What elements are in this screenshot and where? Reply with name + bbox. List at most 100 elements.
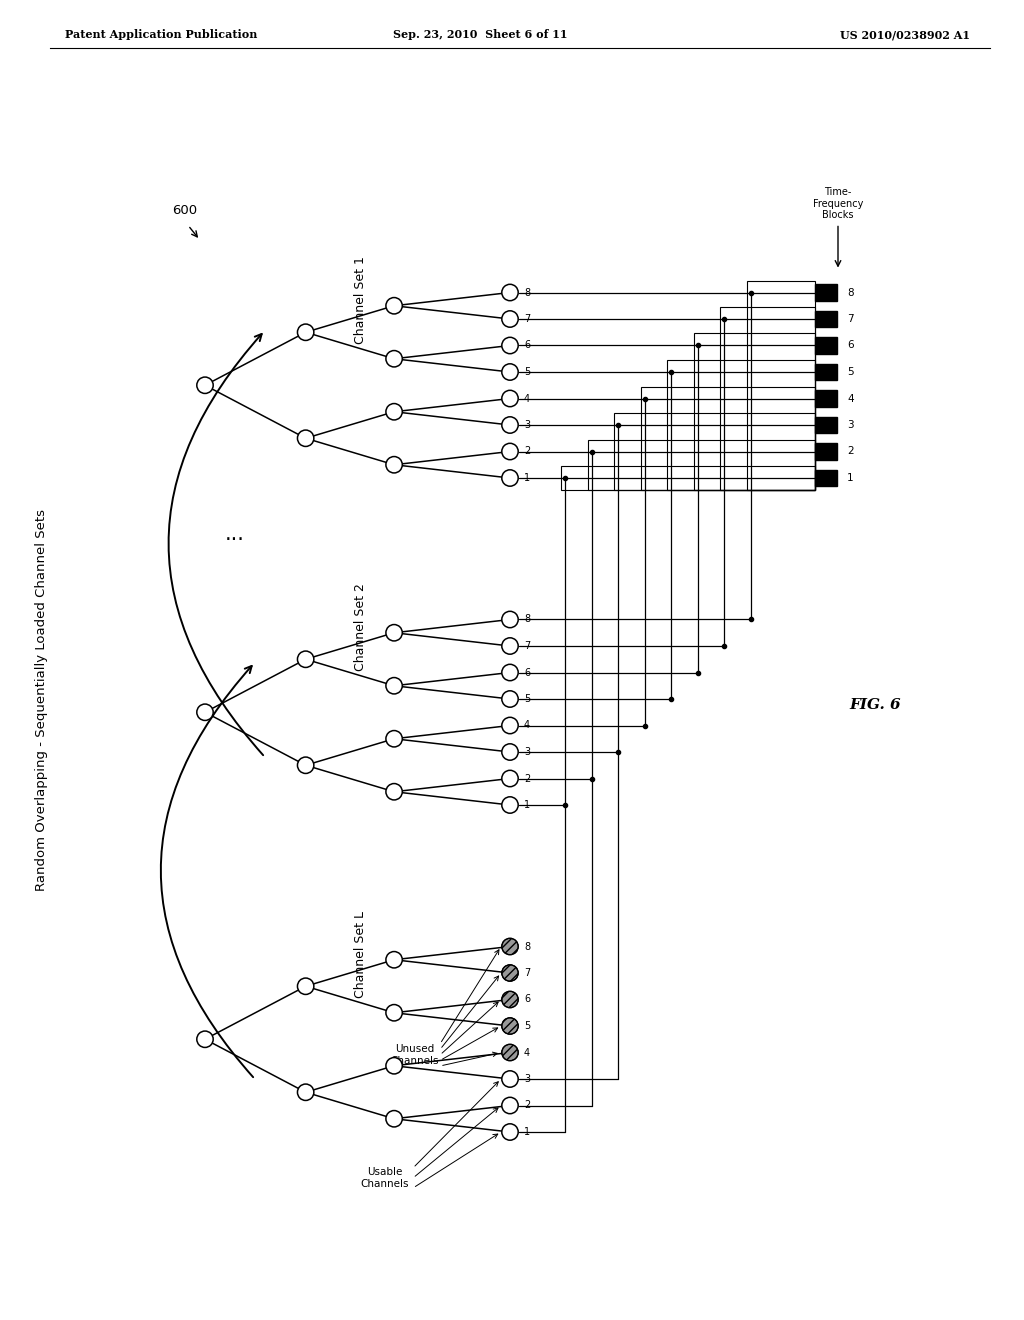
Text: 6: 6 xyxy=(524,341,530,351)
Circle shape xyxy=(502,1097,518,1114)
Circle shape xyxy=(502,771,518,787)
Text: 6: 6 xyxy=(524,994,530,1005)
Circle shape xyxy=(386,457,402,473)
Circle shape xyxy=(386,730,402,747)
Circle shape xyxy=(502,284,518,301)
Text: 2: 2 xyxy=(847,446,854,457)
Circle shape xyxy=(502,470,518,486)
Circle shape xyxy=(502,638,518,655)
Circle shape xyxy=(502,1044,518,1061)
Circle shape xyxy=(386,784,402,800)
Circle shape xyxy=(502,391,518,407)
Circle shape xyxy=(502,1018,518,1034)
Circle shape xyxy=(386,1057,402,1074)
Text: Time-
Frequency
Blocks: Time- Frequency Blocks xyxy=(813,187,863,220)
Bar xyxy=(720,308,815,490)
Bar xyxy=(614,413,815,490)
Circle shape xyxy=(502,364,518,380)
Text: 6: 6 xyxy=(847,341,854,351)
Circle shape xyxy=(502,939,518,954)
Circle shape xyxy=(386,952,402,968)
Text: 5: 5 xyxy=(524,694,530,704)
Circle shape xyxy=(197,704,213,721)
Text: 1: 1 xyxy=(524,1127,530,1137)
Circle shape xyxy=(502,611,518,628)
Text: FIG. 6: FIG. 6 xyxy=(849,698,901,711)
Circle shape xyxy=(197,1031,213,1048)
Text: 7: 7 xyxy=(524,314,530,323)
Bar xyxy=(746,281,815,490)
Bar xyxy=(815,364,837,380)
Circle shape xyxy=(502,797,518,813)
Circle shape xyxy=(386,351,402,367)
Text: 8: 8 xyxy=(524,615,530,624)
Circle shape xyxy=(386,1005,402,1020)
Text: 8: 8 xyxy=(847,288,854,297)
Circle shape xyxy=(297,758,313,774)
Text: 3: 3 xyxy=(524,1074,530,1084)
Bar xyxy=(588,440,815,490)
Text: 2: 2 xyxy=(524,1101,530,1110)
Text: Sep. 23, 2010  Sheet 6 of 11: Sep. 23, 2010 Sheet 6 of 11 xyxy=(393,29,567,41)
Text: Usable
Channels: Usable Channels xyxy=(360,1167,410,1189)
Text: 1: 1 xyxy=(847,473,854,483)
Bar xyxy=(815,444,837,459)
Circle shape xyxy=(502,991,518,1007)
Text: US 2010/0238902 A1: US 2010/0238902 A1 xyxy=(840,29,970,41)
Circle shape xyxy=(297,978,313,994)
Bar xyxy=(815,337,837,354)
Text: 7: 7 xyxy=(524,642,530,651)
Text: Unused
Channels: Unused Channels xyxy=(391,1044,439,1065)
Bar xyxy=(815,470,837,486)
Text: 7: 7 xyxy=(524,968,530,978)
Circle shape xyxy=(386,404,402,420)
Bar xyxy=(667,360,815,490)
Text: ...: ... xyxy=(225,524,245,544)
Text: 2: 2 xyxy=(524,446,530,457)
Circle shape xyxy=(386,677,402,694)
Bar xyxy=(815,391,837,407)
Text: 8: 8 xyxy=(524,941,530,952)
Bar xyxy=(815,310,837,327)
Text: 8: 8 xyxy=(524,288,530,297)
Text: 5: 5 xyxy=(524,1020,530,1031)
Circle shape xyxy=(502,965,518,981)
Text: 4: 4 xyxy=(524,393,530,404)
Text: 6: 6 xyxy=(524,668,530,677)
Circle shape xyxy=(502,417,518,433)
Circle shape xyxy=(197,378,213,393)
Circle shape xyxy=(502,310,518,327)
Bar xyxy=(693,334,815,490)
Text: 3: 3 xyxy=(524,747,530,756)
Circle shape xyxy=(502,444,518,459)
Text: Channel Set 1: Channel Set 1 xyxy=(353,256,367,345)
Text: 1: 1 xyxy=(524,473,530,483)
Text: 2: 2 xyxy=(524,774,530,784)
Circle shape xyxy=(502,664,518,681)
Circle shape xyxy=(502,743,518,760)
Text: 600: 600 xyxy=(172,203,198,216)
Text: 3: 3 xyxy=(847,420,854,430)
Bar xyxy=(815,284,837,301)
Text: 1: 1 xyxy=(524,800,530,810)
Text: 5: 5 xyxy=(524,367,530,378)
Circle shape xyxy=(386,624,402,642)
Text: 5: 5 xyxy=(847,367,854,378)
Circle shape xyxy=(297,430,313,446)
Circle shape xyxy=(297,1084,313,1101)
Circle shape xyxy=(297,323,313,341)
Circle shape xyxy=(502,717,518,734)
Bar xyxy=(815,417,837,433)
Circle shape xyxy=(502,1071,518,1088)
Bar xyxy=(561,466,815,490)
Text: 4: 4 xyxy=(524,1048,530,1057)
Circle shape xyxy=(386,1110,402,1127)
Text: 4: 4 xyxy=(847,393,854,404)
Text: Channel Set L: Channel Set L xyxy=(353,911,367,998)
Circle shape xyxy=(297,651,313,668)
Circle shape xyxy=(502,1123,518,1140)
Text: 4: 4 xyxy=(524,721,530,730)
Text: Channel Set 2: Channel Set 2 xyxy=(353,583,367,671)
Circle shape xyxy=(502,338,518,354)
Text: Random Overlapping - Sequentially Loaded Channel Sets: Random Overlapping - Sequentially Loaded… xyxy=(36,510,48,891)
